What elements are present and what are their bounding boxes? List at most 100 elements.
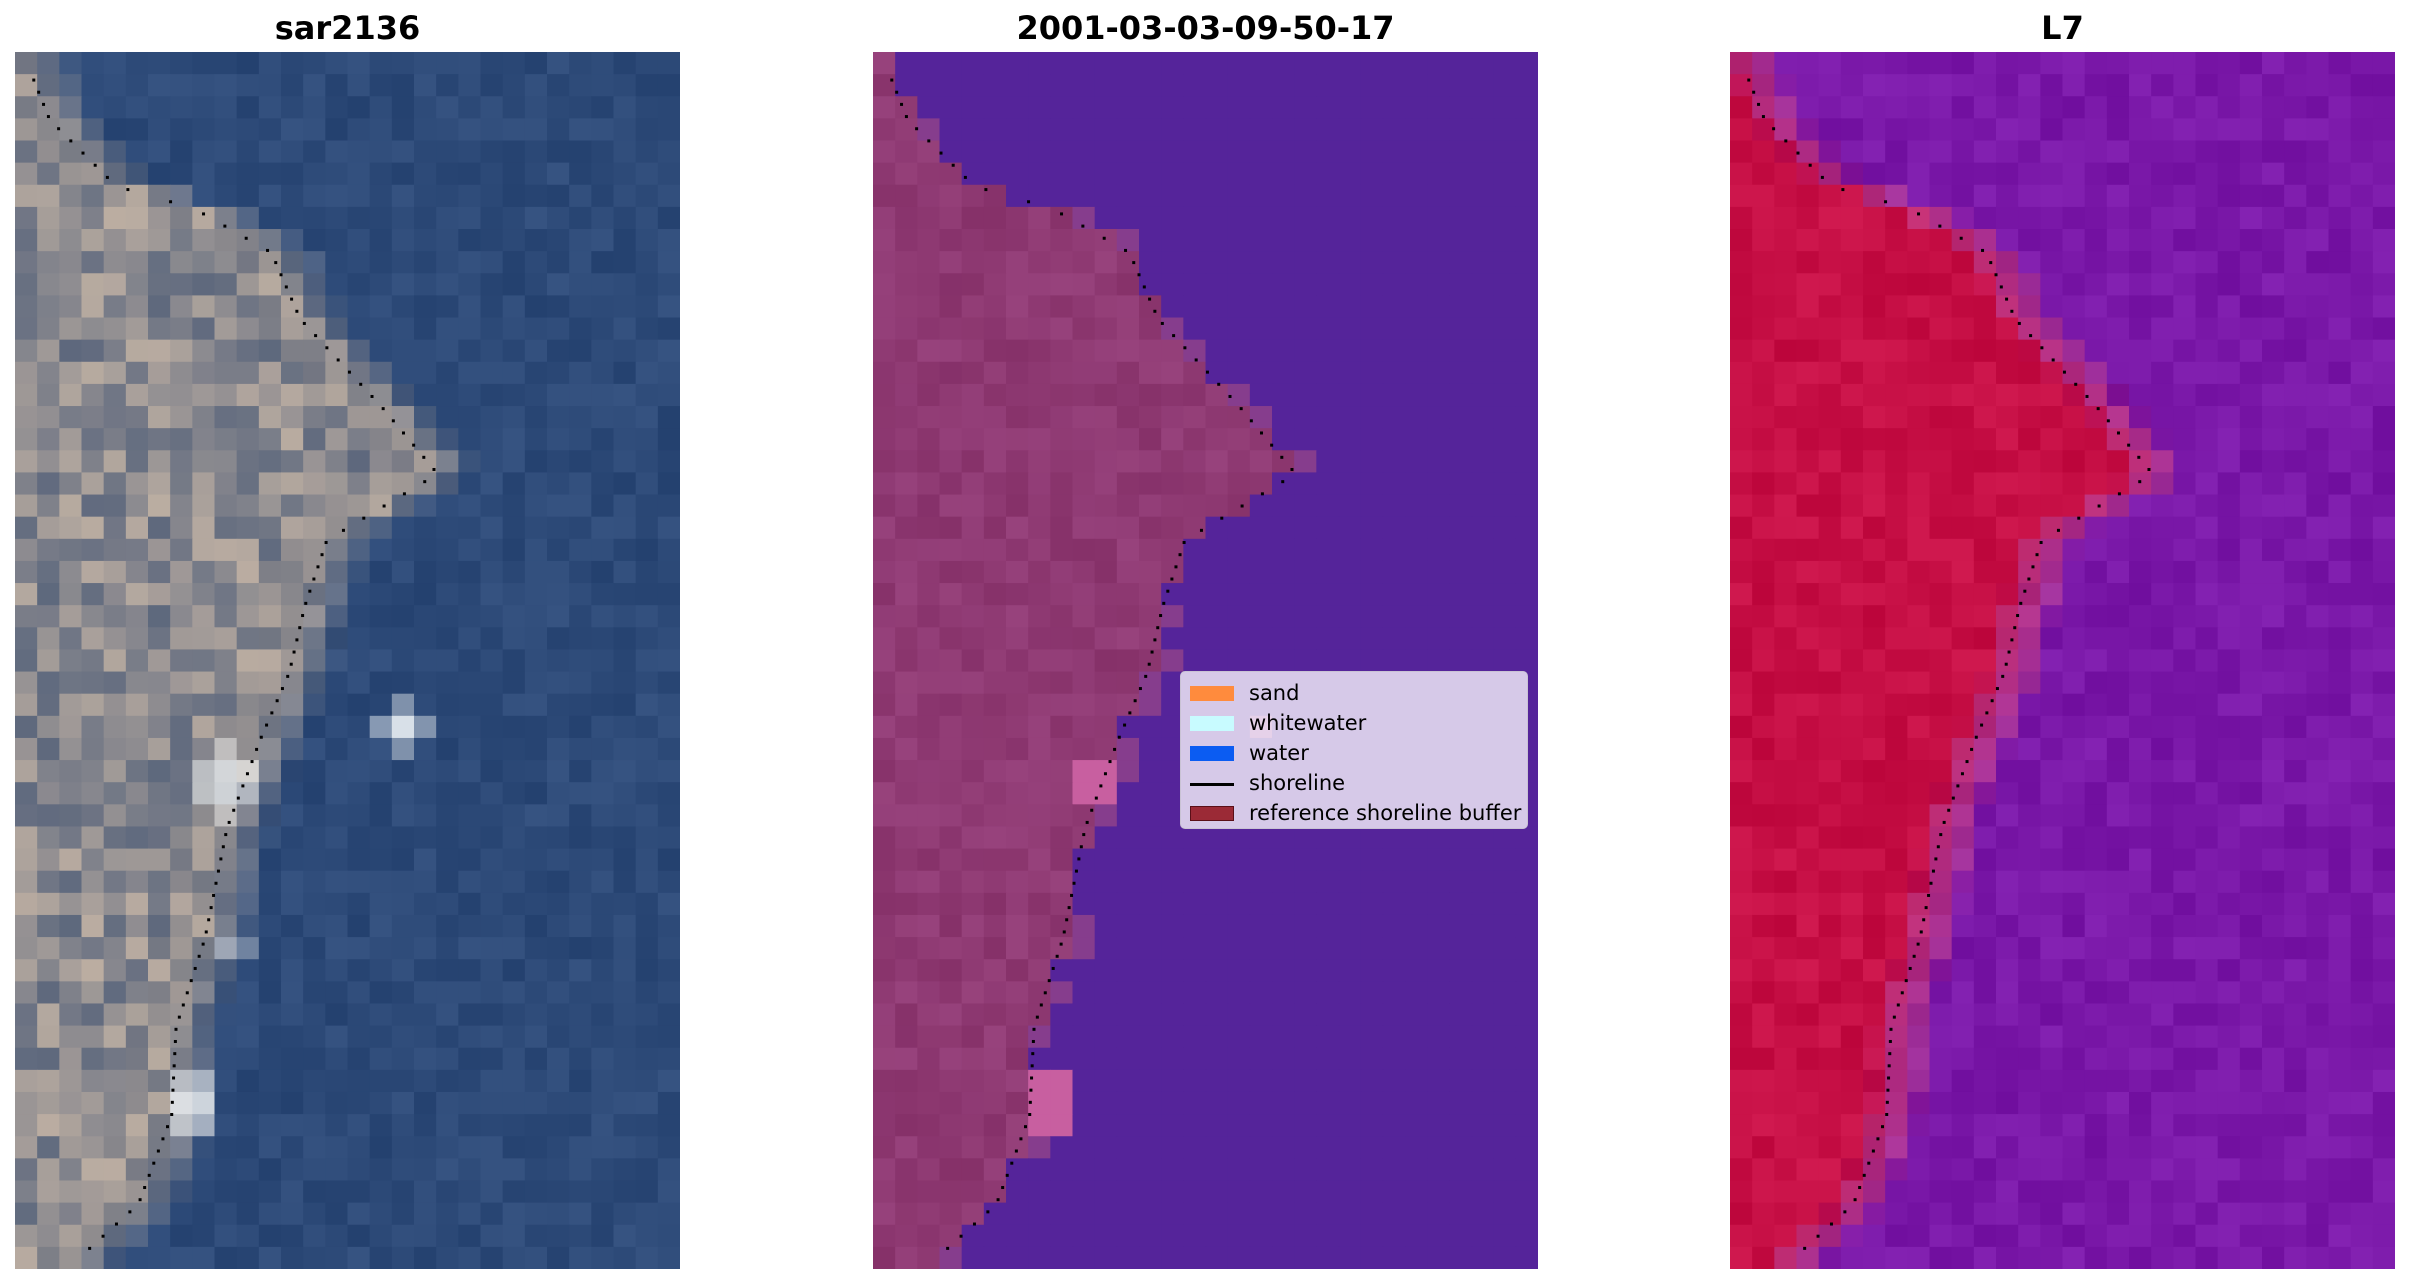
pixel-cell bbox=[1006, 760, 1029, 783]
pixel-cell bbox=[148, 649, 171, 673]
pixel-cell bbox=[1338, 826, 1362, 850]
shoreline-point bbox=[1028, 1113, 1032, 1116]
pixel-cell bbox=[613, 627, 637, 651]
pixel-cell bbox=[939, 1136, 963, 1159]
pixel-cell bbox=[59, 184, 83, 208]
pixel-cell bbox=[1840, 118, 1864, 142]
pixel-cell bbox=[480, 693, 504, 717]
pixel-cell bbox=[2062, 649, 2086, 673]
pixel-cell bbox=[1161, 472, 1184, 496]
pixel-cell bbox=[1272, 1158, 1295, 1182]
pixel-cell bbox=[1752, 74, 1775, 97]
pixel-cell bbox=[1294, 251, 1317, 274]
pixel-cell bbox=[873, 649, 896, 673]
pixel-cell bbox=[15, 649, 38, 673]
pixel-cell bbox=[961, 251, 985, 274]
pixel-cell bbox=[1316, 206, 1340, 230]
pixel-cell bbox=[2084, 317, 2108, 341]
pixel-cell bbox=[148, 804, 171, 828]
pixel-cell bbox=[1094, 472, 1118, 496]
pixel-cell bbox=[1774, 118, 1798, 142]
pixel-cell bbox=[1205, 1158, 1229, 1182]
pixel-cell bbox=[1863, 848, 1886, 872]
pixel-cell bbox=[917, 627, 941, 651]
pixel-cell bbox=[480, 1047, 504, 1071]
pixel-cell bbox=[1796, 406, 1820, 429]
pixel-cell bbox=[1405, 206, 1428, 230]
pixel-cell bbox=[59, 1069, 83, 1093]
pixel-cell bbox=[1205, 649, 1229, 673]
pixel-cell bbox=[458, 74, 482, 97]
pixel-cell bbox=[125, 583, 149, 606]
pixel-cell bbox=[1139, 1180, 1162, 1204]
pixel-cell bbox=[125, 339, 149, 363]
pixel-cell bbox=[214, 892, 238, 916]
pixel-cell bbox=[983, 1003, 1007, 1027]
pixel-cell bbox=[961, 1180, 985, 1204]
pixel-cell bbox=[458, 1047, 482, 1071]
pixel-cell bbox=[1427, 339, 1450, 363]
pixel-cell bbox=[1405, 1246, 1428, 1269]
pixel-cell bbox=[1818, 1091, 1842, 1115]
pixel-cell bbox=[1139, 52, 1162, 75]
pixel-cell bbox=[303, 494, 326, 518]
pixel-cell bbox=[258, 760, 282, 783]
pixel-cell bbox=[2284, 140, 2307, 164]
pixel-cell bbox=[2262, 804, 2285, 828]
pixel-cell bbox=[258, 1180, 282, 1204]
pixel-cell bbox=[2372, 450, 2395, 474]
pixel-cell bbox=[873, 693, 896, 717]
pixel-cell bbox=[236, 494, 260, 518]
pixel-cell bbox=[236, 627, 260, 651]
pixel-cell bbox=[458, 583, 482, 606]
pixel-cell bbox=[983, 848, 1007, 872]
shoreline-point bbox=[1103, 772, 1107, 776]
pixel-cell bbox=[2018, 538, 2041, 562]
pixel-cell bbox=[303, 870, 326, 894]
pixel-cell bbox=[192, 494, 216, 518]
pixel-cell bbox=[1471, 74, 1495, 97]
pixel-cell bbox=[1006, 162, 1029, 186]
pixel-cell bbox=[15, 715, 38, 739]
pixel-cell bbox=[258, 693, 282, 717]
pixel-cell bbox=[1427, 959, 1450, 982]
pixel-cell bbox=[59, 1224, 83, 1248]
pixel-cell bbox=[1050, 118, 1074, 142]
pixel-cell bbox=[591, 229, 615, 252]
pixel-cell bbox=[657, 1114, 680, 1137]
pixel-cell bbox=[1730, 251, 1753, 274]
pixel-cell bbox=[37, 959, 60, 982]
shoreline-point bbox=[1138, 687, 1142, 691]
pixel-cell bbox=[1493, 1136, 1517, 1159]
pixel-cell bbox=[569, 848, 592, 872]
pixel-cell bbox=[480, 737, 504, 761]
pixel-cell bbox=[1405, 295, 1428, 319]
pixel-cell bbox=[917, 1246, 941, 1269]
pixel-cell bbox=[873, 361, 896, 385]
pixel-cell bbox=[303, 140, 326, 164]
pixel-cell bbox=[2217, 96, 2241, 119]
pixel-cell bbox=[59, 1136, 83, 1159]
pixel-cell bbox=[2306, 74, 2330, 97]
pixel-cell bbox=[502, 74, 526, 97]
pixel-cell bbox=[214, 383, 238, 407]
pixel-cell bbox=[236, 1069, 260, 1093]
pixel-cell bbox=[1072, 52, 1096, 75]
pixel-cell bbox=[1818, 428, 1842, 451]
pixel-cell bbox=[1449, 406, 1473, 429]
pixel-cell bbox=[569, 74, 592, 97]
pixel-cell bbox=[436, 760, 459, 783]
pixel-cell bbox=[480, 317, 504, 341]
pixel-cell bbox=[458, 406, 482, 429]
pixel-cell bbox=[1774, 406, 1798, 429]
pixel-cell bbox=[591, 52, 615, 75]
pixel-cell bbox=[369, 251, 393, 274]
pixel-cell bbox=[1471, 937, 1495, 960]
pixel-cell bbox=[1929, 826, 1953, 850]
pixel-cell bbox=[2084, 693, 2108, 717]
pixel-cell bbox=[1249, 273, 1273, 296]
pixel-cell bbox=[458, 760, 482, 783]
pixel-cell bbox=[2350, 1069, 2374, 1093]
pixel-cell bbox=[2239, 383, 2263, 407]
pixel-cell bbox=[635, 1136, 659, 1159]
